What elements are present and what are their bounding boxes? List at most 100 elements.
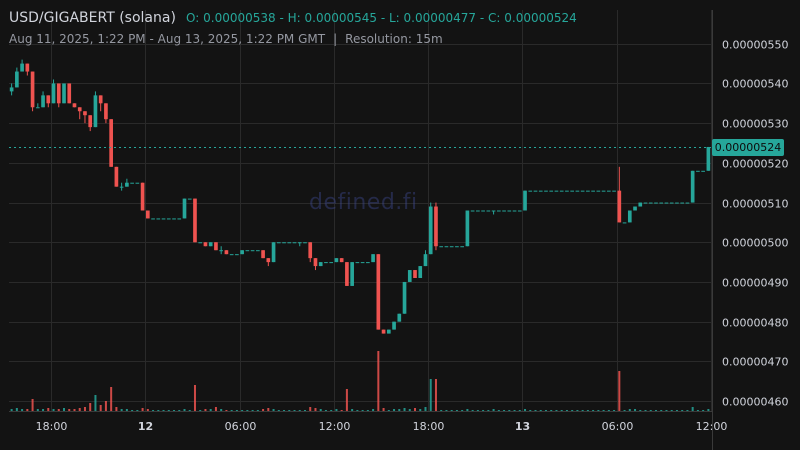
volume-bar	[555, 410, 558, 411]
candle	[559, 190, 564, 192]
candle-body	[392, 321, 396, 330]
candle-body	[481, 210, 485, 212]
volume-bar	[199, 410, 202, 411]
volume-bar	[15, 408, 18, 411]
volume-bar	[581, 410, 584, 411]
candle	[481, 210, 485, 212]
candle	[318, 262, 323, 267]
candle-body	[591, 190, 595, 192]
candle	[591, 190, 595, 192]
candle-body	[297, 242, 302, 244]
candle	[690, 170, 695, 203]
candlesticks	[9, 59, 711, 334]
volume-bar	[225, 410, 228, 411]
volume-bar	[414, 408, 417, 411]
candle-body	[544, 190, 548, 192]
candle-body	[371, 254, 375, 263]
price-tick-label: 0.00000470	[722, 356, 788, 369]
candle	[166, 218, 171, 220]
candle-body	[360, 262, 365, 264]
symbol-title: USD/GIGABERT (solana)	[9, 10, 176, 26]
volume-bar	[675, 410, 678, 411]
candle	[104, 103, 108, 124]
candle-body	[25, 63, 30, 72]
candle-body	[303, 242, 307, 244]
date-range: Aug 11, 2025, 1:22 PM - Aug 13, 2025, 1:…	[9, 32, 326, 46]
candle	[51, 79, 56, 104]
last-price-badge: 0.00000524	[712, 139, 784, 156]
volume-bar	[99, 405, 102, 411]
candle	[329, 262, 334, 264]
time-tick-label: 13	[515, 420, 530, 433]
candle-body	[235, 254, 239, 256]
candle-body	[659, 202, 664, 204]
candle-body	[261, 250, 265, 259]
volume-bar	[508, 410, 511, 411]
candle-body	[418, 266, 423, 278]
candle	[56, 83, 61, 108]
candle	[214, 242, 218, 251]
candle	[512, 210, 517, 212]
candle-body	[465, 210, 470, 247]
volume-bar	[283, 410, 286, 411]
candle	[701, 170, 705, 172]
candle	[538, 190, 543, 192]
candle-body	[198, 242, 203, 244]
candle-body	[638, 202, 643, 207]
candle-body	[339, 258, 344, 263]
volume-bar	[445, 410, 448, 411]
volume-bar	[471, 410, 474, 411]
volume-bar	[398, 409, 401, 411]
volume-bar	[267, 408, 270, 411]
candle	[496, 210, 501, 212]
candle-body	[119, 186, 124, 188]
candle-body	[35, 107, 40, 109]
volume-bar	[571, 410, 574, 411]
candle-body	[266, 258, 271, 263]
volume-bar	[429, 379, 432, 411]
candle	[397, 313, 402, 322]
candle-body	[46, 95, 51, 104]
candle	[177, 218, 182, 220]
candle	[9, 83, 14, 96]
candle-body	[182, 198, 187, 219]
volume-bar	[576, 410, 579, 411]
candle-body	[559, 190, 564, 192]
candle-body	[554, 190, 559, 192]
volume-bar	[246, 410, 249, 411]
volume-bar	[220, 409, 223, 411]
volume-bar	[372, 409, 375, 411]
candle-body	[607, 190, 611, 192]
candle	[402, 281, 407, 314]
candle	[345, 262, 349, 286]
candle-body	[151, 218, 155, 220]
volume-bar	[330, 410, 333, 411]
candle	[182, 198, 187, 219]
candle	[444, 246, 449, 248]
volume-bar	[497, 410, 500, 411]
candle	[297, 242, 302, 247]
candle-body	[41, 95, 45, 108]
candle-body	[313, 258, 318, 267]
volume-bar	[419, 409, 422, 411]
volume-bar	[314, 408, 317, 411]
volume-bar	[618, 371, 621, 411]
volume-bar	[592, 410, 595, 411]
candle-body	[208, 242, 213, 247]
candle-body	[680, 202, 685, 204]
candle	[418, 266, 423, 278]
candle	[140, 182, 145, 211]
volume-bar	[644, 410, 647, 411]
volume-bar	[298, 410, 301, 411]
candle	[224, 250, 229, 255]
volume-bar	[424, 407, 427, 411]
candle	[324, 262, 328, 264]
volume-bar	[450, 410, 453, 411]
candle-body	[434, 206, 438, 247]
candle	[62, 83, 66, 104]
volume-bar	[707, 409, 710, 411]
candle-body	[161, 218, 166, 220]
volume-bar	[702, 410, 705, 411]
volume-bar	[560, 410, 563, 411]
